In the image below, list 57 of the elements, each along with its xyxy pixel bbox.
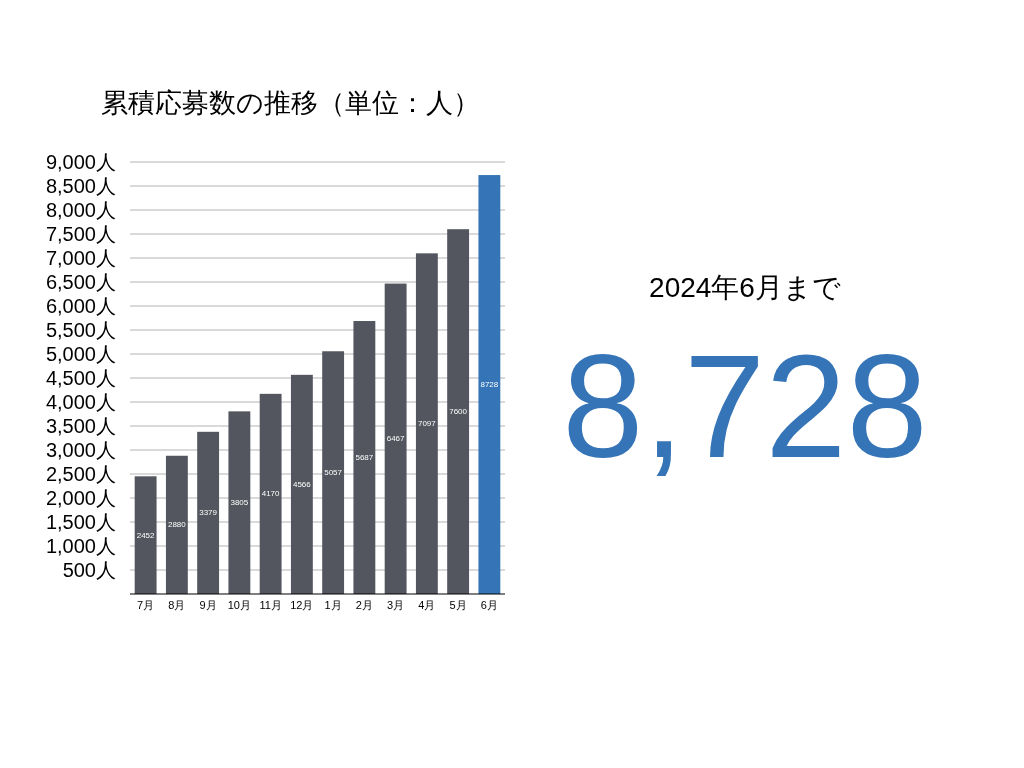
x-tick-label: 4月: [418, 599, 436, 611]
text: 2024年6月まで: [649, 272, 841, 303]
y-tick-label: 3,500人: [45, 415, 116, 437]
data-label: 7600: [449, 407, 468, 417]
y-tick-label: 7,500人: [45, 223, 116, 245]
x-tick-label: 12月: [290, 599, 314, 611]
bar: [197, 431, 220, 594]
y-tick-label: 9,000人: [45, 151, 116, 173]
bar: [384, 283, 407, 594]
y-tick-label: 2,000人: [45, 487, 116, 509]
bar: [447, 229, 470, 594]
y-tick-label: 6,500人: [45, 271, 116, 293]
bar: [322, 351, 345, 594]
x-tick-label: 6月: [480, 599, 498, 611]
x-tick-label: 1月: [324, 599, 342, 611]
bar: [415, 253, 438, 594]
data-label: 3379: [199, 508, 218, 518]
data-label: 5057: [324, 468, 343, 478]
bar: [165, 455, 188, 594]
bar: [134, 476, 157, 594]
y-tick-label: 4,500人: [45, 367, 116, 389]
y-tick-label: 1,500人: [45, 511, 116, 533]
bar: [290, 374, 313, 594]
data-label: 4170: [261, 489, 281, 499]
y-tick-label: 2,500人: [45, 463, 116, 485]
x-tick-label: 7月: [137, 599, 155, 611]
text: 8,728: [562, 325, 928, 488]
x-tick-label: 10月: [227, 599, 251, 611]
x-tick-label: 9月: [199, 599, 217, 611]
data-label: 2452: [136, 530, 156, 540]
y-tick-label: 8,000人: [45, 199, 116, 221]
data-label: 5687: [355, 453, 374, 463]
x-tick-label: 5月: [449, 599, 467, 611]
data-label: 7097: [417, 419, 437, 429]
data-label: 3805: [230, 498, 249, 508]
bar: [353, 321, 376, 594]
y-tick-label: 4,000人: [45, 391, 116, 413]
y-tick-label: 7,000人: [45, 247, 116, 269]
data-label: 6467: [386, 434, 406, 444]
chart-title: 累積応募数の推移（単位：人）: [100, 88, 480, 118]
x-tick-label: 8月: [168, 599, 186, 611]
x-tick-label: 11月: [259, 599, 282, 611]
data-label: 2880: [167, 520, 187, 530]
y-tick-label: 5,000人: [45, 343, 116, 365]
x-tick-label: 3月: [387, 599, 405, 611]
y-tick-label: 8,500人: [45, 175, 116, 197]
data-label: 8728: [480, 380, 499, 390]
y-tick-label: 6,000人: [45, 295, 116, 317]
data-label: 4566: [292, 479, 312, 489]
x-tick-label: 2月: [355, 599, 373, 611]
y-tick-label: 1,000人: [45, 535, 116, 557]
bar: [478, 175, 501, 594]
bar: [228, 411, 251, 594]
y-tick-label: 5,500人: [45, 319, 116, 341]
y-tick-label: 500人: [62, 559, 116, 581]
bar: [259, 393, 282, 594]
y-tick-label: 3,000人: [45, 439, 116, 461]
